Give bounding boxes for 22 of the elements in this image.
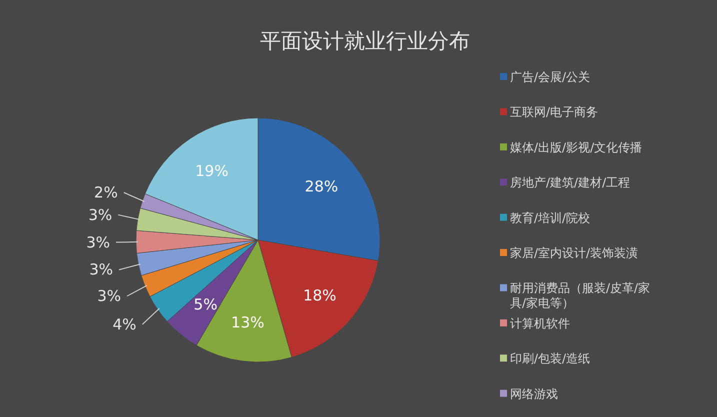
data-label: 3% bbox=[88, 206, 112, 224]
legend-label: 家居/室内设计/装饰装潢 bbox=[510, 246, 638, 260]
data-label: 13% bbox=[231, 313, 264, 332]
data-label: 28% bbox=[304, 178, 338, 196]
data-label: 4% bbox=[112, 315, 136, 334]
chart-title: 平面设计就业行业分布 bbox=[260, 29, 470, 53]
legend-label: 耐用消费品（服装/皮革/家具/家电等） bbox=[510, 281, 650, 310]
legend-label: 印刷/包装/造纸 bbox=[510, 352, 590, 366]
legend-label: 教育/培训/院校 bbox=[510, 210, 590, 225]
data-label: 5% bbox=[194, 295, 218, 314]
legend-label: 媒体/出版/影视/文化传播 bbox=[510, 140, 642, 154]
data-label: 18% bbox=[303, 286, 336, 304]
data-label: 3% bbox=[97, 287, 122, 306]
legend-label: 房地产/建筑/建材/工程 bbox=[510, 176, 630, 190]
data-label: 2% bbox=[94, 184, 118, 202]
data-label: 19% bbox=[195, 162, 228, 180]
data-label: 3% bbox=[86, 233, 110, 252]
legend-label: 计算机软件 bbox=[510, 316, 570, 330]
legend-label: 广告/会展/公关 bbox=[510, 70, 590, 84]
legend-label: 网络游戏 bbox=[510, 386, 558, 401]
legend-label: 互联网/电子商务 bbox=[510, 105, 598, 120]
data-label: 3% bbox=[89, 260, 114, 279]
